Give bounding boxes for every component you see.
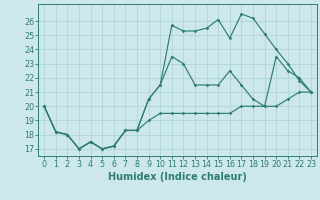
X-axis label: Humidex (Indice chaleur): Humidex (Indice chaleur) [108,172,247,182]
